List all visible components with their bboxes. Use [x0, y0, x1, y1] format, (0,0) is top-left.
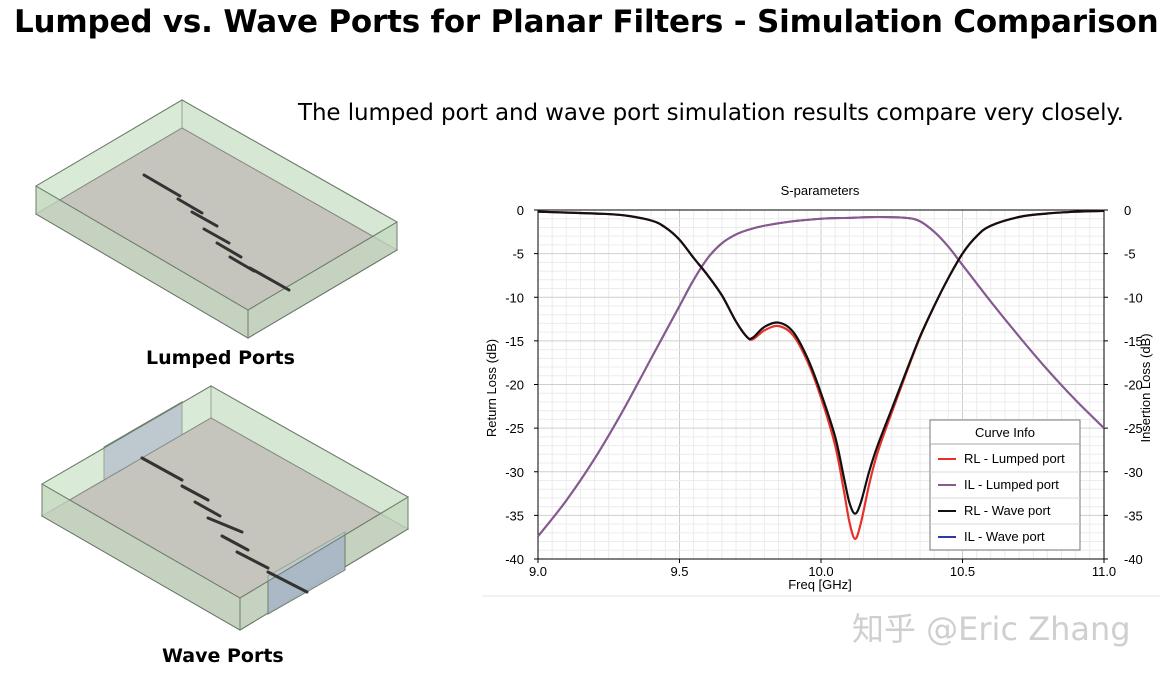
y2-tick-label: -20 [1124, 378, 1143, 393]
legend-title: Curve Info [975, 425, 1035, 440]
y-tick-label: -35 [505, 508, 524, 523]
y2-tick-label: -25 [1124, 421, 1143, 436]
y-tick-label: -25 [505, 421, 524, 436]
y-tick-label: 0 [517, 203, 524, 218]
y2-tick-label: -5 [1124, 247, 1136, 262]
legend: Curve Info RL - Lumped port IL - Lumped p… [929, 419, 1081, 551]
curve-rl-wave-port [537, 209, 1105, 515]
y-tick-label: -20 [505, 378, 524, 393]
wave-port-model [41, 385, 409, 631]
x-tick-label: 9.0 [529, 564, 547, 579]
curves [537, 209, 1105, 540]
chart-title: S-parameters [781, 183, 860, 198]
y2-tick-label: -10 [1124, 290, 1143, 305]
y-tick-label: -5 [512, 247, 524, 262]
x-tick-label: 9.5 [670, 564, 688, 579]
slide-subtitle: The lumped port and wave port simulation… [298, 100, 1124, 126]
x-tick-label: 10.5 [950, 564, 975, 579]
y-tick-label: -30 [505, 465, 524, 480]
y2-tick-label: -40 [1124, 552, 1143, 567]
curve-rl-lumped-port [537, 209, 1105, 540]
wave-ports-caption: Wave Ports [162, 645, 284, 667]
curve-il-wave-port [537, 215, 1105, 537]
legend-entry: RL - Wave port [964, 503, 1051, 518]
plot-area [537, 209, 1105, 560]
x-tick-label: 11.0 [1092, 564, 1116, 579]
x-tick-label: 10.0 [808, 564, 833, 579]
y2-tick-label: -30 [1124, 465, 1143, 480]
legend-entry: IL - Lumped port [964, 477, 1059, 492]
chart-grid [537, 209, 1105, 560]
lumped-port-model [35, 99, 398, 339]
y-axis-label: Return Loss (dB) [484, 339, 499, 437]
lumped-ports-caption: Lumped Ports [146, 347, 295, 369]
y2-tick-label: -15 [1124, 334, 1143, 349]
x-axis-label: Freq [GHz] [788, 577, 852, 592]
axis-ticks: 9.0 9.5 10.0 10.5 11.0 0 0 -5 -5 -10 -10 -15 -15 -20 -… [505, 203, 1143, 579]
legend-box [929, 419, 1081, 551]
legend-entry: RL - Lumped port [964, 451, 1065, 466]
y2-axis-label: Insertion Loss (dB) [1138, 333, 1153, 442]
slide-title: Lumped vs. Wave Ports for Planar Filters… [14, 4, 1159, 40]
watermark: 知乎 @Eric Zhang [852, 610, 1131, 648]
y-tick-label: -15 [505, 334, 524, 349]
y-tick-label: -10 [505, 290, 524, 305]
y2-tick-label: -35 [1124, 508, 1143, 523]
y-tick-label: -40 [505, 552, 524, 567]
legend-entry: IL - Wave port [964, 529, 1045, 544]
y2-tick-label: 0 [1124, 203, 1131, 218]
curve-il-lumped-port [537, 215, 1105, 537]
